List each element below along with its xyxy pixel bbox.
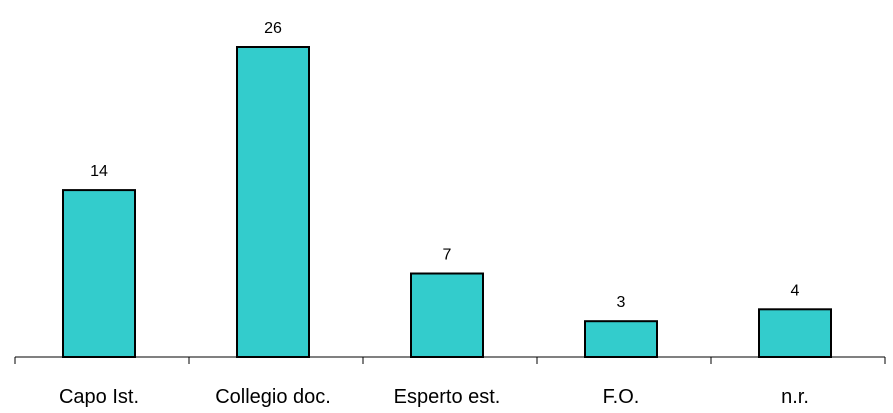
value-labels-layer: 14 26 7 3 4 (90, 20, 799, 311)
data-label: 7 (443, 247, 452, 264)
data-label: 14 (90, 163, 108, 180)
bar (236, 46, 310, 358)
x-tick-label: Collegio doc. (215, 386, 331, 408)
x-tick-label: F.O. (603, 386, 640, 408)
bar (584, 320, 658, 359)
data-label: 4 (791, 282, 800, 299)
category-labels-layer: Capo Ist. Collegio doc. Esperto est. F.O. n.… (59, 386, 809, 408)
data-label: 26 (264, 20, 282, 37)
x-tick-label: n.r. (781, 386, 809, 408)
bar (62, 189, 136, 358)
x-tick-label: Esperto est. (394, 386, 501, 408)
x-tick-label: Capo Ist. (59, 386, 139, 408)
data-label: 3 (617, 294, 626, 311)
bars-layer (62, 46, 832, 359)
bar (410, 272, 484, 358)
bar (758, 308, 832, 358)
x-axis (14, 356, 886, 364)
